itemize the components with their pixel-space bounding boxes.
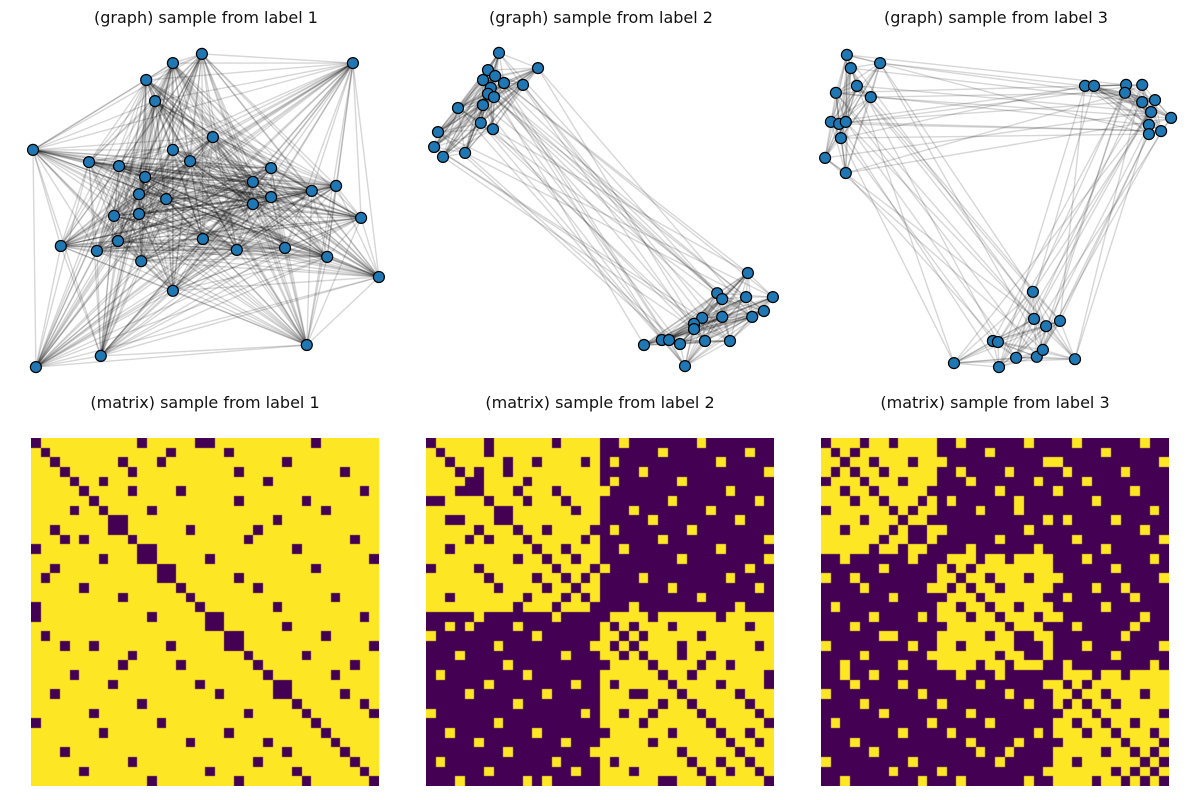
matrix-title-label-3: (matrix) sample from label 3 [880,393,1110,412]
matrix-title-label-1: (matrix) sample from label 1 [90,393,320,412]
matrix-heatmap-label-2 [426,438,774,786]
matrix-title-label-2: (matrix) sample from label 2 [485,393,715,412]
graph-plot-label-2 [427,46,779,373]
graph-title-label-2: (graph) sample from label 2 [489,8,713,27]
matrix-heatmap-label-3 [821,438,1169,786]
graph-plot-label-1 [26,47,385,374]
graph-plot-label-3 [818,48,1178,374]
graph-title-label-3: (graph) sample from label 3 [884,8,1108,27]
matrix-heatmap-label-1 [31,438,379,786]
graph-title-label-1: (graph) sample from label 1 [94,8,318,27]
